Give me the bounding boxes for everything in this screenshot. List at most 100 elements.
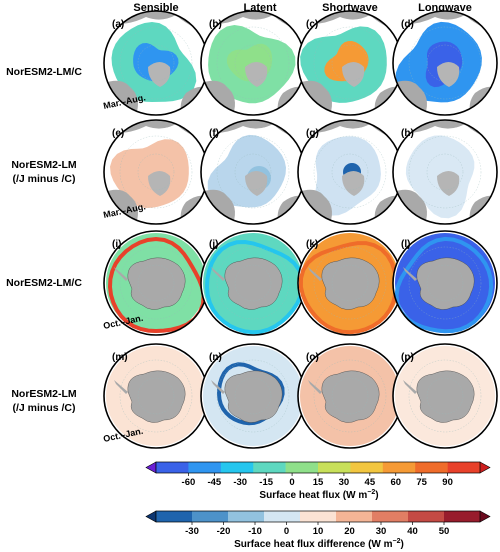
colorbar-absolute-extend-low bbox=[145, 461, 157, 474]
map-panel: (b) bbox=[200, 10, 306, 116]
map-panel: (g) bbox=[297, 119, 403, 225]
land-antarctica bbox=[416, 257, 475, 310]
colorbar-absolute: -60 -45 -30 -15 0 15 30 45 60 75 90 bbox=[145, 461, 491, 488]
row-label-3: NorESM2-LM/C bbox=[6, 277, 82, 289]
colorbar-absolute-swatch bbox=[253, 462, 286, 473]
map-panel: (l) bbox=[392, 230, 498, 336]
flux-field-edge bbox=[107, 236, 206, 334]
map-panels: (a)Mar.–Aug.(b) (c) (d) (e)Mar.–Aug.(f) (g) (… bbox=[102, 10, 498, 449]
panel-label: (b) bbox=[209, 19, 222, 30]
colorbar-difference-tick-label: 30 bbox=[376, 526, 387, 537]
row-label-1: NorESM2-LM/C bbox=[6, 66, 82, 78]
colorbar-difference-tick-label: 50 bbox=[439, 526, 450, 537]
colorbar-absolute-swatch bbox=[156, 462, 189, 473]
row-labels: NorESM2-LM/C NorESM2-LM (/J minus /C) No… bbox=[6, 66, 82, 414]
map-panel: (n) bbox=[200, 343, 306, 449]
colorbar-difference: -30 -20 -10 0 10 20 30 40 50 bbox=[145, 510, 491, 537]
panel-label: (h) bbox=[401, 128, 414, 139]
colorbar-difference-label: Surface heat flux difference (W m−2) bbox=[234, 538, 404, 550]
map-panel: (a)Mar.–Aug. bbox=[102, 10, 209, 116]
colorbar-difference-swatch bbox=[300, 511, 337, 522]
land-peninsula bbox=[308, 380, 322, 394]
colorbar-absolute-tick-label: 75 bbox=[416, 477, 427, 488]
panel-label: (n) bbox=[209, 352, 222, 363]
colorbar-absolute-swatch bbox=[350, 462, 384, 473]
colorbar-difference-extend-low bbox=[145, 510, 157, 523]
map-outline bbox=[392, 343, 498, 449]
panel-label: (p) bbox=[401, 352, 414, 363]
land-antarctica bbox=[127, 257, 186, 310]
colorbar-difference-swatch bbox=[444, 511, 481, 522]
land-antarctica bbox=[224, 257, 283, 310]
colorbar-difference-swatch bbox=[228, 511, 265, 522]
colorbar-absolute-swatch bbox=[285, 462, 319, 473]
row-label-2-sub: (/J minus /C) bbox=[12, 173, 75, 185]
colorbar-difference-tick-label: -30 bbox=[185, 526, 199, 537]
colorbar-absolute-tick-label: 15 bbox=[313, 477, 324, 488]
row-label-4-sub: (/J minus /C) bbox=[12, 402, 75, 414]
panel-label: (f) bbox=[209, 128, 219, 139]
colorbar-absolute-tick-label: 0 bbox=[289, 477, 294, 488]
colorbar-difference-swatch bbox=[372, 511, 409, 522]
panel-label: (d) bbox=[401, 19, 414, 30]
land-peninsula bbox=[114, 380, 128, 394]
land-antarctica bbox=[321, 257, 380, 310]
column-title-shortwave: Shortwave bbox=[322, 2, 378, 14]
row-label-4: NorESM2-LM bbox=[11, 388, 77, 400]
colorbar-difference-tick-label: -10 bbox=[248, 526, 262, 537]
colorbar-difference-tick-label: 0 bbox=[284, 526, 289, 537]
land-peninsula bbox=[403, 380, 417, 394]
map-panel: (d) bbox=[392, 10, 498, 116]
map-outline bbox=[392, 10, 498, 116]
flux-diff-field bbox=[110, 139, 189, 209]
map-panel: (m)Oct.–Jan. bbox=[102, 343, 209, 449]
colorbar-difference-tick-label: -20 bbox=[217, 526, 231, 537]
panel-label: (g) bbox=[306, 128, 319, 139]
colorbar-difference-swatch bbox=[156, 511, 193, 522]
land-antarctica bbox=[127, 370, 186, 423]
colorbar-absolute-tick-label: 30 bbox=[339, 477, 350, 488]
colorbar-absolute-swatch bbox=[188, 462, 222, 473]
colorbar-absolute-swatch bbox=[382, 462, 416, 473]
colorbar-absolute-swatch bbox=[318, 462, 351, 473]
colorbar-difference-tick-label: 20 bbox=[344, 526, 355, 537]
panel-label: (o) bbox=[306, 352, 319, 363]
land-peninsula bbox=[211, 267, 225, 281]
panel-label: (e) bbox=[112, 128, 124, 139]
land-antarctica bbox=[224, 370, 283, 423]
land-peninsula bbox=[211, 380, 225, 394]
row-label-2: NorESM2-LM bbox=[11, 159, 77, 171]
land-antarctica bbox=[321, 370, 380, 423]
land-peninsula bbox=[114, 267, 128, 281]
flux-field-edge bbox=[298, 241, 399, 335]
panel-label: (j) bbox=[209, 239, 218, 250]
map-panel: (o) bbox=[297, 343, 403, 449]
map-panel: (j) bbox=[200, 230, 306, 336]
column-titles: Sensible Latent Shortwave Longwave bbox=[133, 2, 472, 14]
panel-label: (a) bbox=[112, 19, 124, 30]
flux-field-edge bbox=[204, 239, 305, 335]
map-panel: (e)Mar.–Aug. bbox=[102, 119, 209, 225]
map-outline bbox=[392, 119, 498, 225]
column-title-sensible: Sensible bbox=[133, 2, 178, 14]
colorbar-absolute-swatch bbox=[415, 462, 448, 473]
panel-label: (i) bbox=[112, 239, 121, 250]
colorbar-absolute-swatch bbox=[447, 462, 481, 473]
colorbar-difference-swatch bbox=[408, 511, 445, 522]
panel-label: (m) bbox=[112, 352, 128, 363]
colorbar-absolute-tick-label: -30 bbox=[233, 477, 247, 488]
colorbar-absolute-tick-label: 60 bbox=[390, 477, 401, 488]
panel-label: (c) bbox=[306, 19, 318, 30]
panel-label: (k) bbox=[306, 239, 318, 250]
colorbar-absolute-extend-high bbox=[479, 461, 491, 474]
colorbar-difference-swatch bbox=[336, 511, 373, 522]
colorbar-absolute-label: Surface heat flux (W m−2) bbox=[259, 489, 378, 501]
colorbar-absolute-tick-label: -45 bbox=[207, 477, 221, 488]
map-panel: (h) bbox=[392, 119, 498, 225]
colorbar-difference-swatch bbox=[264, 511, 301, 522]
map-panel: (i)Oct.–Jan. bbox=[102, 230, 209, 336]
colorbar-difference-tick-label: 10 bbox=[313, 526, 324, 537]
colorbar-difference-tick-label: 40 bbox=[407, 526, 418, 537]
land-antarctica bbox=[416, 370, 475, 423]
